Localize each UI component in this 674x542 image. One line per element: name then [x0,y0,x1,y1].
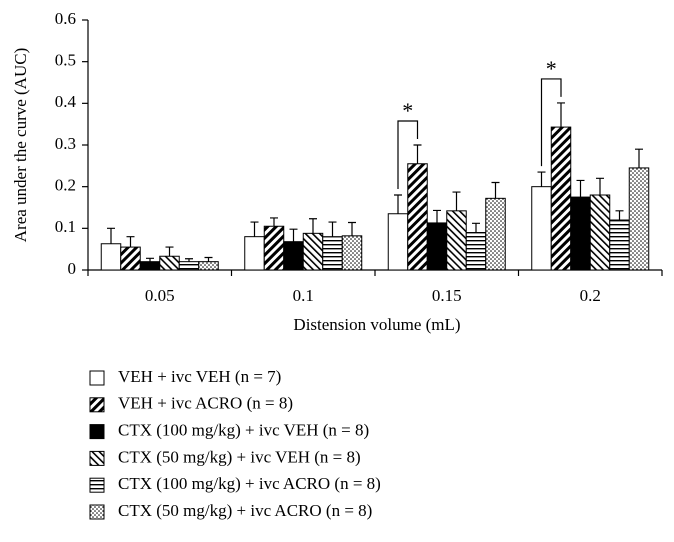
bar [302,232,324,271]
y-tick-label: 0.4 [55,92,77,111]
error-bar [204,256,213,262]
bar [485,197,506,271]
y-tick-label: 0.1 [55,217,76,236]
error-bar [165,246,174,257]
x-tick-label: 0.05 [145,286,175,305]
legend-swatch [89,424,105,440]
bar [263,225,285,271]
error-bar [289,228,298,242]
bar [387,213,409,271]
legend-swatch [89,370,105,386]
error-bar [146,257,154,262]
x-axis-title: Distension volume (mL) [293,315,460,334]
bar [120,246,141,271]
error-bar [433,209,441,223]
bar [465,232,487,271]
legend-label: CTX (50 mg/kg) + ivc VEH (n = 8) [118,447,361,466]
bar [341,235,363,271]
bar [550,126,572,271]
bar [531,186,552,271]
bar [570,196,591,271]
error-bar [107,227,115,244]
x-tick-label: 0.1 [293,286,314,305]
significance-bracket [397,120,419,189]
y-tick-label: 0 [68,259,77,278]
error-bar [557,102,565,128]
error-bar [348,221,356,236]
legend-label: VEH + ivc VEH (n = 7) [118,367,281,386]
error-bar [576,179,585,198]
bar [609,219,630,271]
error-bar [126,236,135,248]
error-bar [309,218,317,234]
error-bar [537,171,546,187]
error-bar [491,181,500,199]
error-bar [452,191,461,211]
error-bar [635,148,643,168]
annotation: * [402,98,413,123]
error-bar [270,217,278,227]
legend-swatch [89,397,105,413]
x-tick-label: 0.2 [580,286,601,305]
error-bar [472,222,480,233]
legend-swatch [89,477,105,493]
y-tick-label: 0.2 [55,176,76,195]
bar [407,163,428,271]
y-tick-label: 0.3 [55,134,76,153]
error-bar [250,221,259,237]
bar [283,241,304,271]
bar [244,236,265,271]
legend-label: CTX (100 mg/kg) + ivc ACRO (n = 8) [118,474,381,493]
bar [589,194,611,271]
bar [322,236,343,271]
bar [426,222,448,271]
error-bar [394,194,402,214]
y-tick-label: 0.6 [55,9,76,28]
bar [446,210,467,271]
legend-swatch [89,504,105,520]
bar [139,261,161,271]
legend-label: VEH + ivc ACRO (n = 8) [118,394,293,413]
x-tick-label: 0.15 [432,286,462,305]
significance-bracket [540,78,562,167]
bar [178,261,200,271]
bar [159,255,180,271]
error-bar [615,210,624,220]
error-bar [328,221,337,237]
bar [628,167,650,271]
y-axis-title: Area under the curve (AUC) [11,48,30,242]
legend-label: CTX (50 mg/kg) + ivc ACRO (n = 8) [118,501,372,520]
legend-label: CTX (100 mg/kg) + ivc VEH (n = 8) [118,421,369,440]
y-tick-label: 0.5 [55,51,76,70]
bar [100,243,122,271]
legend-swatch [89,450,105,466]
error-bar [596,177,604,195]
bar [198,261,219,271]
error-bar [413,144,422,164]
annotation: * [546,56,557,81]
